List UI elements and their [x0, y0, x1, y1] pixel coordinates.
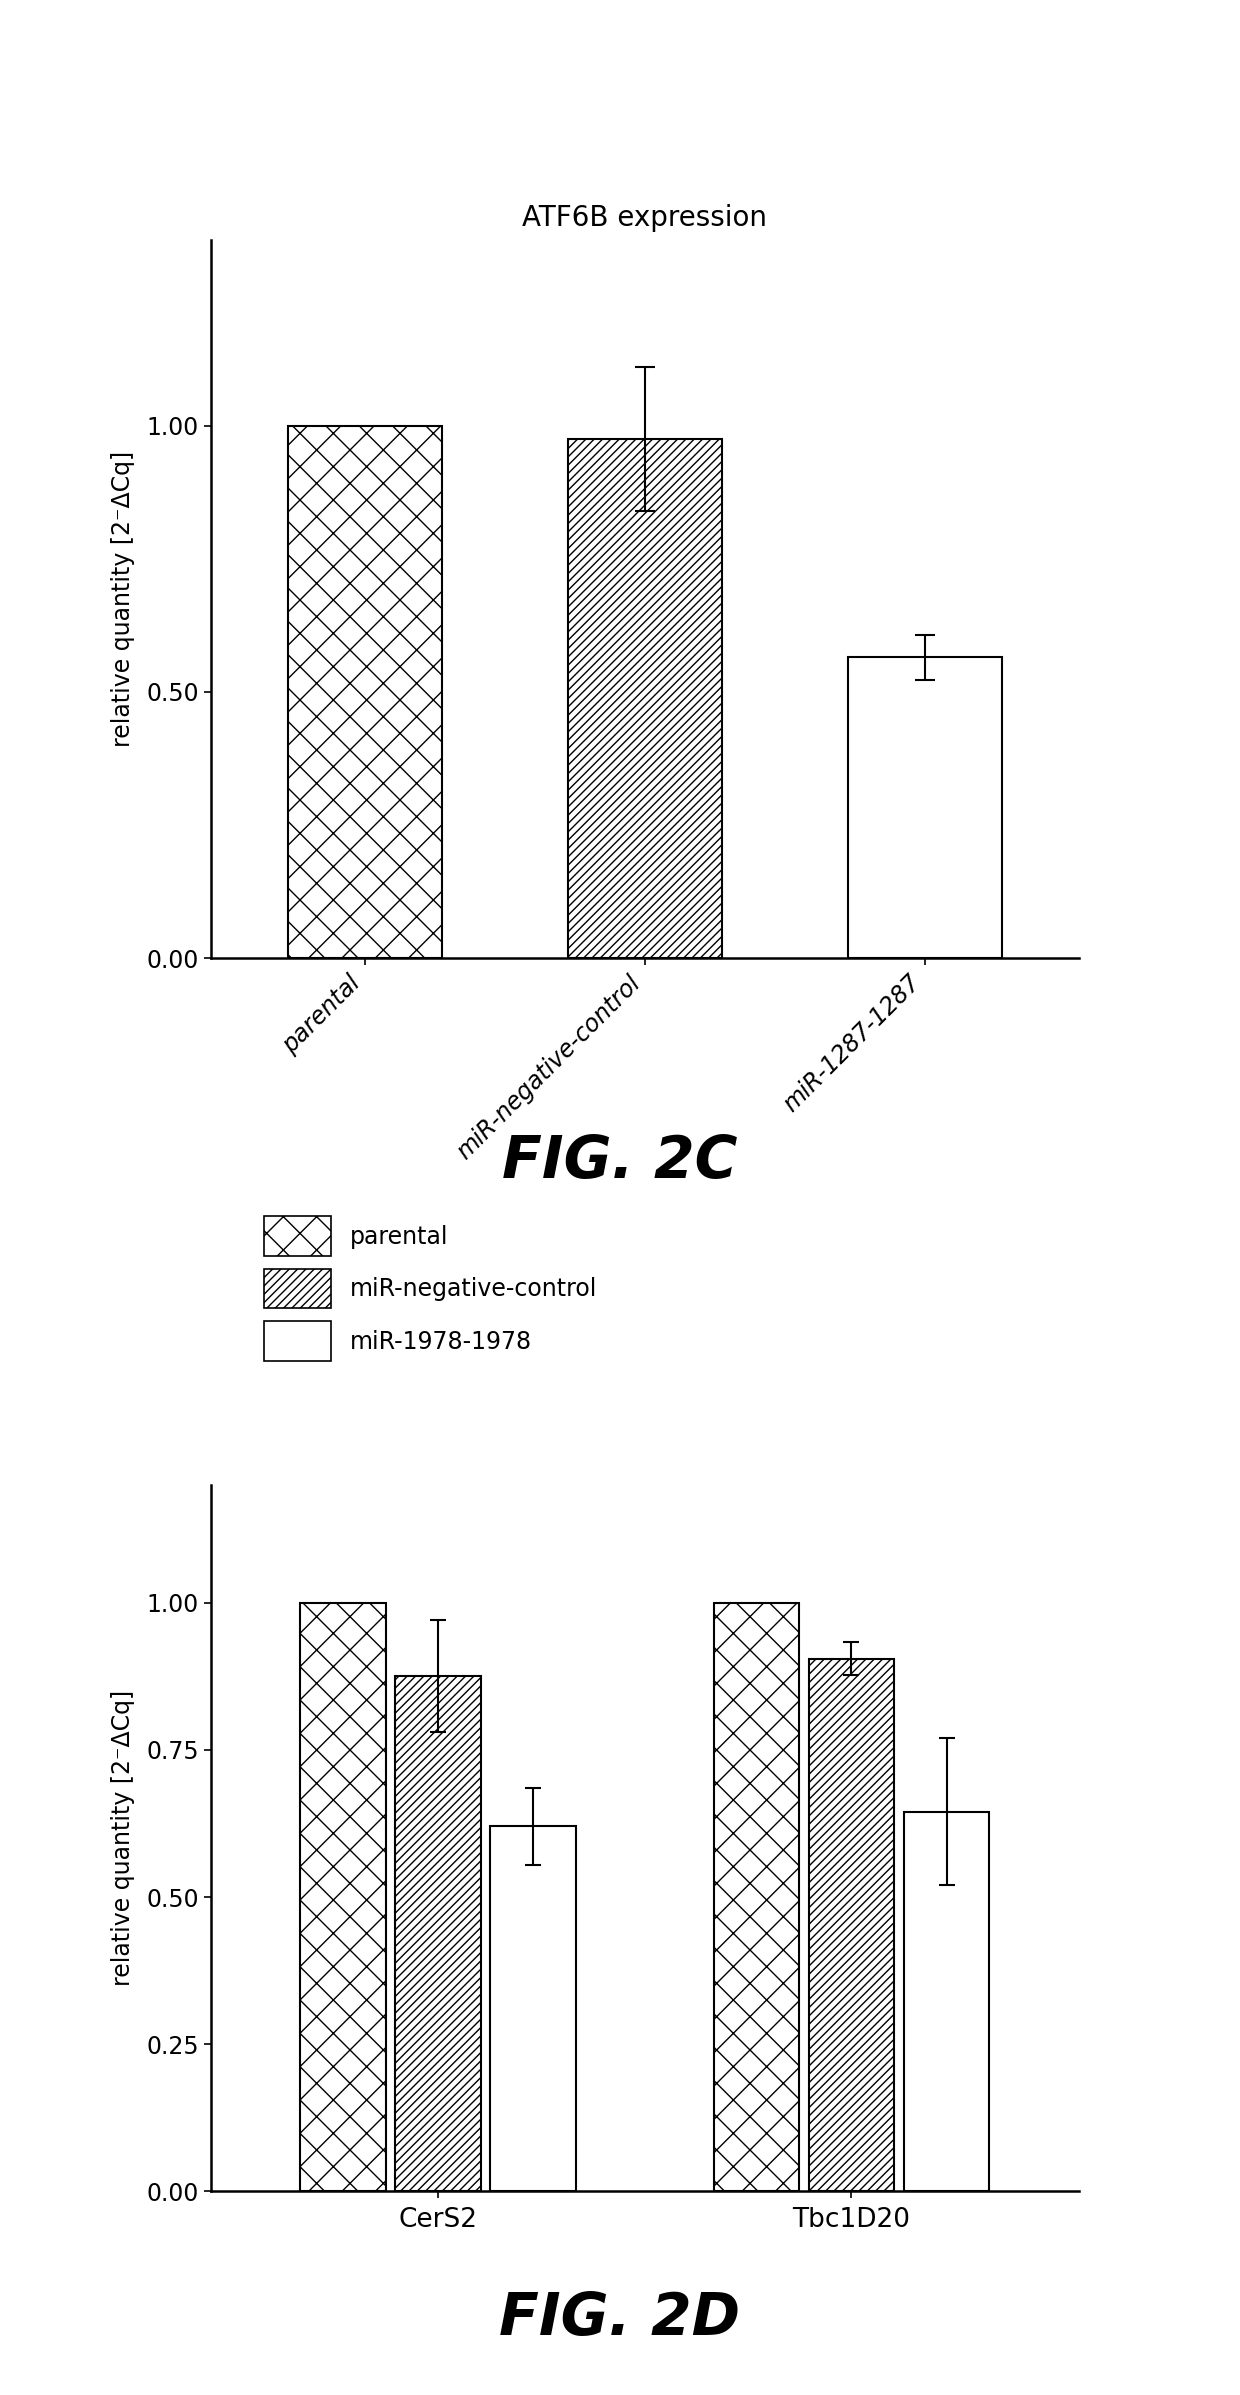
Bar [848, 656, 1002, 958]
Bar [288, 426, 441, 958]
Bar [904, 1811, 990, 2191]
Bar [300, 1602, 386, 2191]
Bar [808, 1660, 894, 2191]
Title: ATF6B expression: ATF6B expression [522, 204, 768, 232]
Legend: parental, miR-negative-control, miR-1978-1978: parental, miR-negative-control, miR-1978… [258, 1209, 604, 1368]
Y-axis label: relative quantity [2⁻ΔCq]: relative quantity [2⁻ΔCq] [112, 1691, 135, 1985]
Bar [713, 1602, 799, 2191]
Bar [396, 1676, 481, 2191]
Y-axis label: relative quantity [2⁻ΔCq]: relative quantity [2⁻ΔCq] [112, 450, 135, 747]
Text: FIG. 2D: FIG. 2D [500, 2290, 740, 2347]
Text: FIG. 2C: FIG. 2C [502, 1133, 738, 1190]
Bar [568, 438, 722, 958]
Bar [490, 1827, 575, 2191]
